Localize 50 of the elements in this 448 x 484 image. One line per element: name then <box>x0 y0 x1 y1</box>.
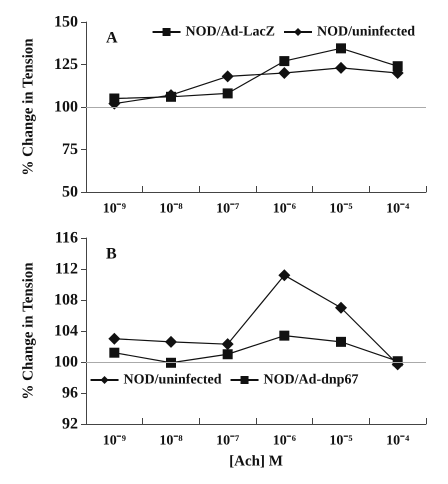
x-tick-label: 10⁻⁷ <box>216 434 240 448</box>
point <box>335 302 347 314</box>
x-tick-label: 10⁻⁴ <box>386 434 410 448</box>
x-tick-label: 10⁻⁶ <box>272 202 296 216</box>
y-tick-label: 96 <box>62 384 78 402</box>
annotation: A <box>106 30 118 46</box>
x-tick-label: 10⁻⁹ <box>102 434 126 448</box>
point <box>165 336 177 348</box>
y-axis-title: % Change in Tension <box>20 38 36 176</box>
point <box>222 349 233 360</box>
y-tick-label: 92 <box>62 416 78 432</box>
x-tick-label: 10⁻⁸ <box>159 202 183 216</box>
y-tick-label: 100 <box>54 98 78 116</box>
y-tick-label: 100 <box>54 354 78 370</box>
legend-label: NOD/Ad-dnp67 <box>264 372 358 388</box>
y-tick-label: 104 <box>54 322 78 340</box>
y-tick-label: 112 <box>54 260 78 278</box>
point <box>336 43 346 54</box>
point <box>392 356 403 366</box>
point <box>222 70 234 82</box>
point <box>336 336 346 347</box>
point <box>335 62 347 74</box>
x-tick-label: 10⁻⁵ <box>329 434 353 448</box>
x-tick-label: 10⁻⁶ <box>272 434 296 448</box>
x-tick-label: 10⁻⁴ <box>386 202 410 216</box>
point <box>166 358 176 368</box>
legend-label: NOD/Ad-LacZ <box>186 24 276 40</box>
x-tick-label: 10⁻⁷ <box>216 202 240 216</box>
y-axis-title: % Change in Tension <box>20 262 36 400</box>
legend-label: NOD/uninfected <box>317 24 416 40</box>
x-tick-label: 10⁻⁵ <box>329 202 353 216</box>
x-tick-label: 10⁻⁹ <box>102 202 126 216</box>
y-tick-label: 108 <box>54 292 78 308</box>
y-tick-label: 125 <box>54 56 78 73</box>
point <box>278 269 290 282</box>
y-tick-label: 150 <box>54 14 78 30</box>
point <box>279 56 290 66</box>
y-tick-label: 116 <box>54 230 78 246</box>
point <box>278 67 290 79</box>
legend-label: NOD/uninfected <box>124 372 222 388</box>
x-tick-label: 10⁻⁸ <box>159 434 183 448</box>
point <box>279 330 290 341</box>
x-axis-title: [Ach] M <box>229 454 283 470</box>
point <box>222 338 234 350</box>
y-tick-label: 50 <box>62 184 78 200</box>
y-tick-label: 75 <box>62 141 78 158</box>
point <box>108 332 120 345</box>
annotation: B <box>106 246 117 262</box>
point <box>222 88 233 98</box>
point <box>109 348 120 358</box>
